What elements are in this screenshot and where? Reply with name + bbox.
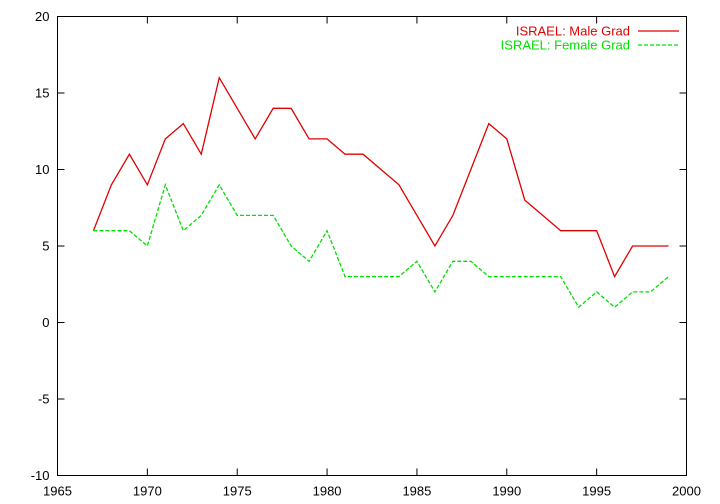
series-lines <box>92 75 669 309</box>
axis-ticks <box>57 16 687 476</box>
series-line-1 <box>92 75 669 279</box>
x-tick-label: 1965 <box>43 484 72 499</box>
plot-frame <box>57 16 687 476</box>
legend-label-1: ISRAEL: Male Grad <box>516 24 630 39</box>
x-tick-label: 1975 <box>223 484 252 499</box>
y-tick-label: 15 <box>35 86 49 101</box>
legend-label-2: ISRAEL: Female Grad <box>501 38 630 53</box>
y-tick-label: 10 <box>35 162 49 177</box>
x-tick-label: 1990 <box>492 484 521 499</box>
x-tick-label: 1995 <box>582 484 611 499</box>
y-tick-label: -5 <box>38 392 50 407</box>
x-tick-label: 2000 <box>672 484 701 499</box>
y-tick-label: 20 <box>35 9 49 24</box>
y-tick-label: 0 <box>42 315 49 330</box>
axis-tick-labels: -10 -5 0 5 10 15 20 1965 1970 1975 1980 1985 1990 199… <box>31 9 701 499</box>
y-tick-label: 5 <box>42 239 49 254</box>
x-tick-label: 1980 <box>313 484 342 499</box>
x-tick-label: 1970 <box>133 484 162 499</box>
series-line-2 <box>93 182 669 309</box>
x-tick-label: 1985 <box>402 484 431 499</box>
y-tick-label: -10 <box>31 468 50 483</box>
